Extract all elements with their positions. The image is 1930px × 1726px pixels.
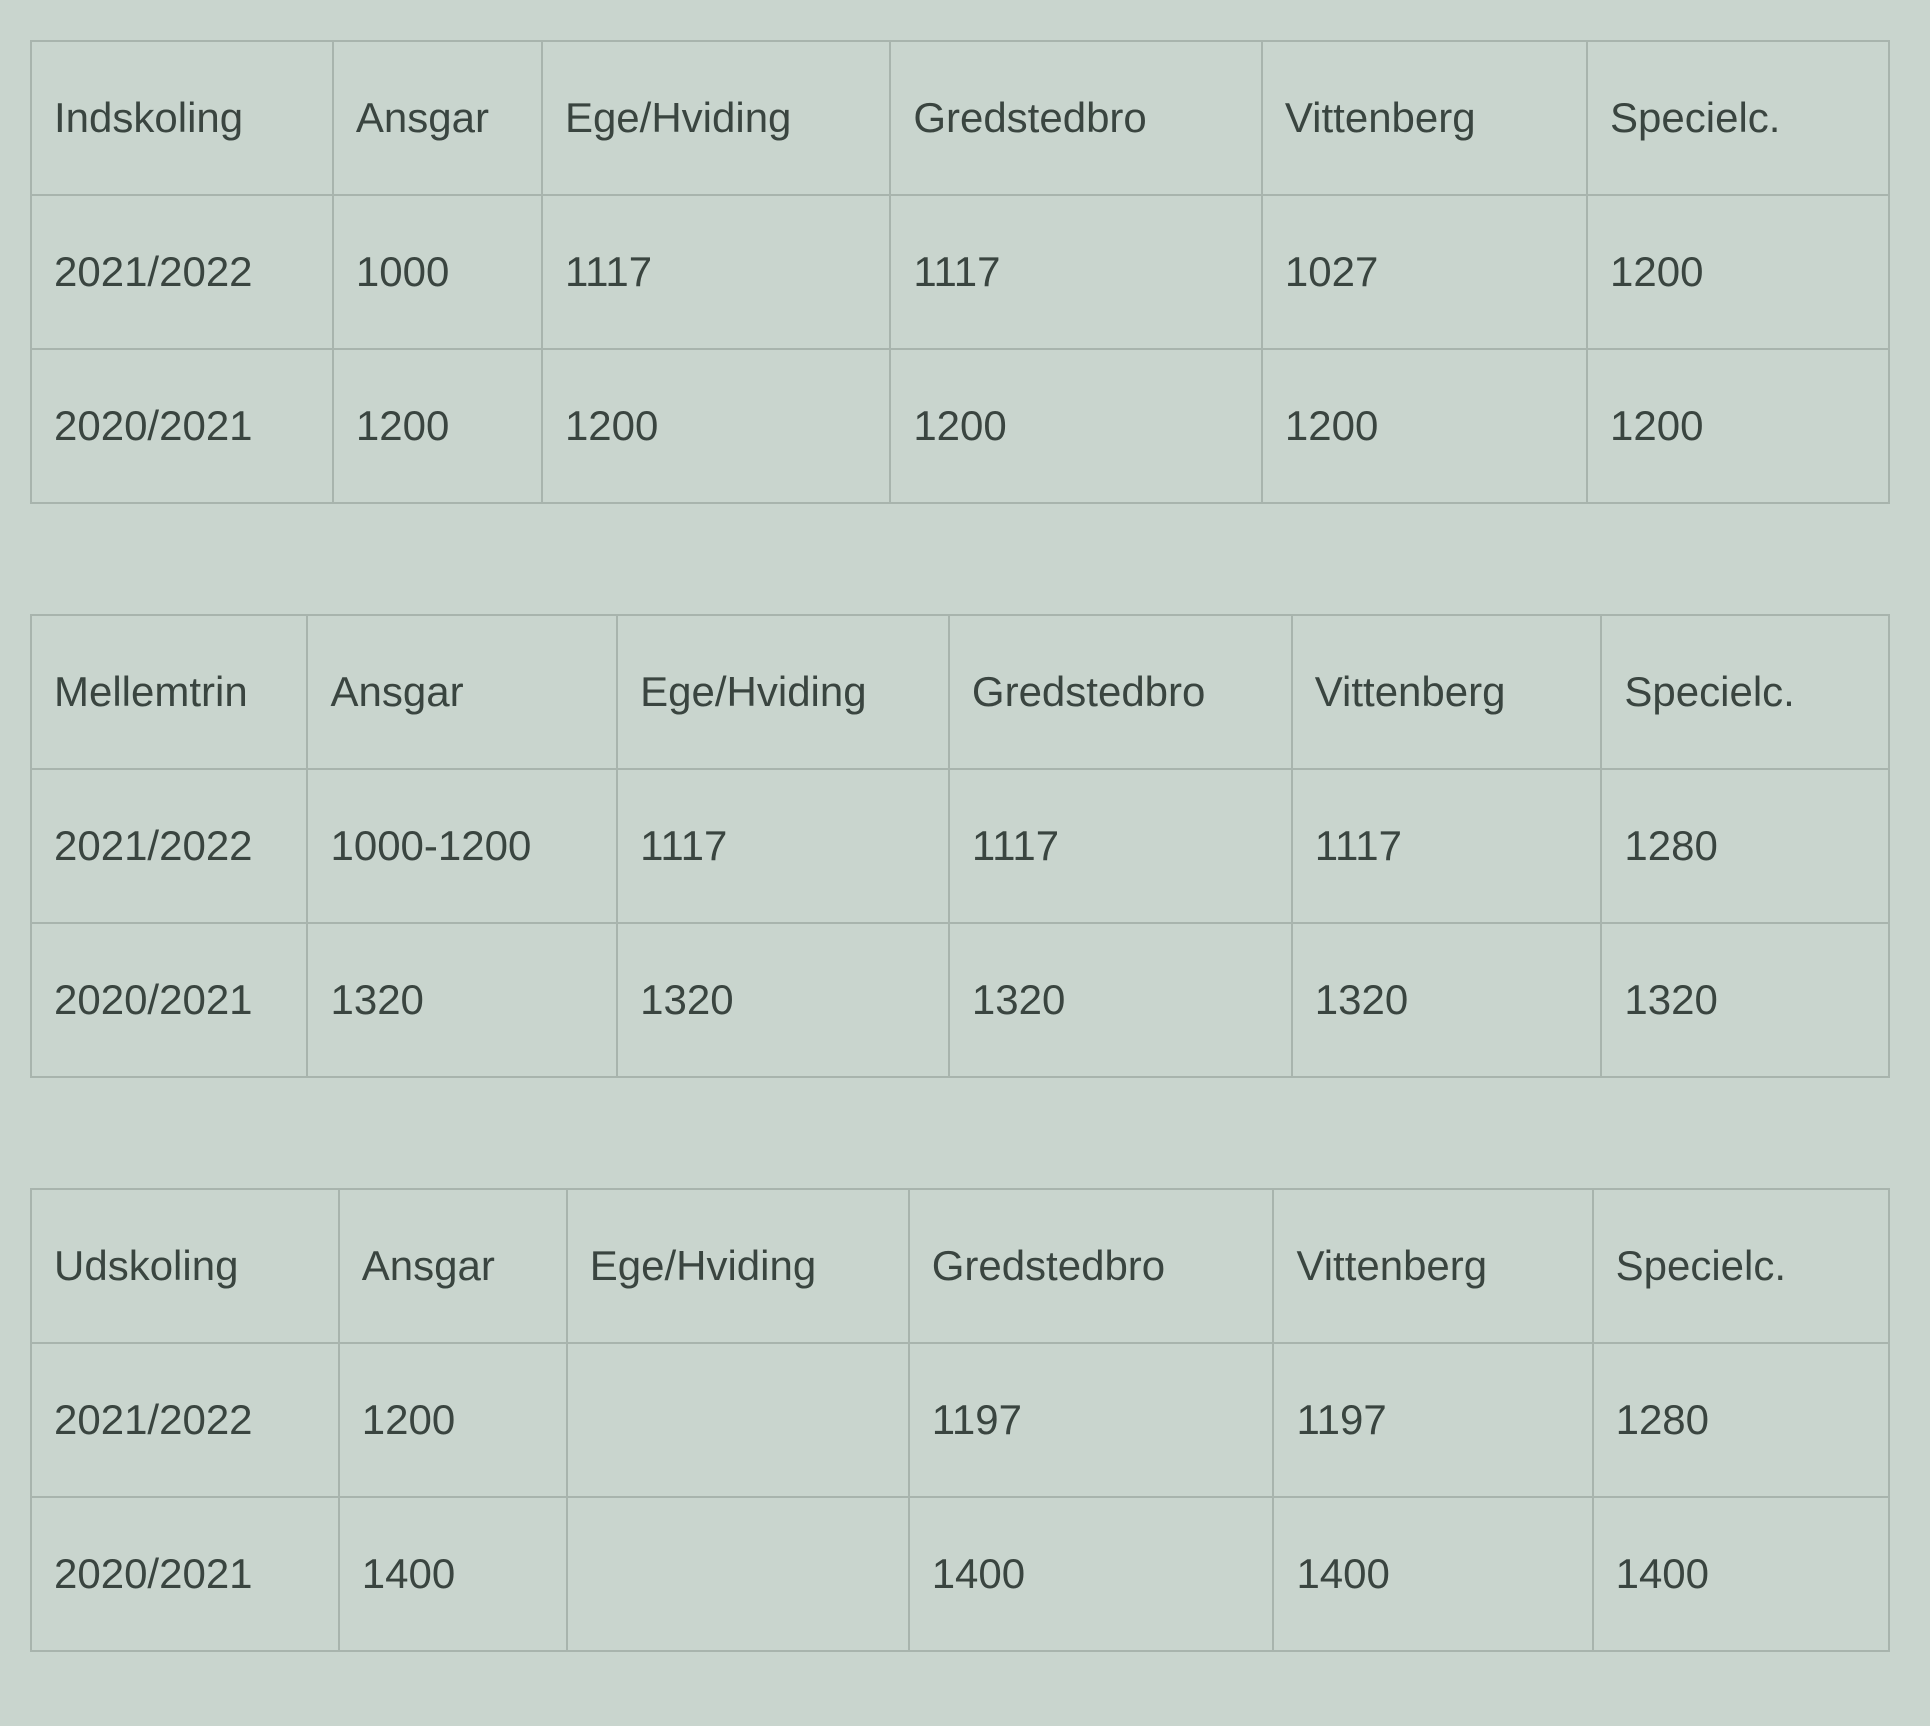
table-cell: 1320	[1292, 923, 1602, 1077]
table-cell: 1400	[1273, 1497, 1592, 1651]
table-cell: 2020/2021	[31, 349, 333, 503]
table-cell: 1027	[1262, 195, 1587, 349]
table-cell: 1200	[333, 349, 542, 503]
column-header: Gredstedbro	[949, 615, 1292, 769]
column-header: Ansgar	[307, 615, 617, 769]
table-cell: 1280	[1593, 1343, 1889, 1497]
table-row: 2021/20221000-12001117111711171280	[31, 769, 1889, 923]
table-cell: 2020/2021	[31, 923, 307, 1077]
table-cell: 1200	[1587, 195, 1889, 349]
table-row: 2021/202210001117111710271200	[31, 195, 1889, 349]
column-header: Specielc.	[1601, 615, 1889, 769]
table-cell: 1200	[1262, 349, 1587, 503]
table-cell: 1200	[1587, 349, 1889, 503]
column-header: Udskoling	[31, 1189, 339, 1343]
table-cell: 1200	[890, 349, 1262, 503]
table-cell: 1400	[339, 1497, 567, 1651]
table-cell	[567, 1343, 909, 1497]
table-cell: 1117	[1292, 769, 1602, 923]
column-header: Vittenberg	[1273, 1189, 1592, 1343]
column-header: Vittenberg	[1262, 41, 1587, 195]
column-header: Ege/Hviding	[617, 615, 949, 769]
table-cell: 2021/2022	[31, 1343, 339, 1497]
table-cell: 1117	[949, 769, 1292, 923]
table-cell: 1000-1200	[307, 769, 617, 923]
column-header: Specielc.	[1593, 1189, 1889, 1343]
column-header: Ege/Hviding	[567, 1189, 909, 1343]
column-header: Mellemtrin	[31, 615, 307, 769]
table-cell: 1400	[1593, 1497, 1889, 1651]
indskoling-table: IndskolingAnsgarEge/HvidingGredstedbroVi…	[30, 40, 1890, 504]
table-cell: 1197	[909, 1343, 1274, 1497]
table-cell: 1117	[890, 195, 1262, 349]
mellemtrin-table: MellemtrinAnsgarEge/HvidingGredstedbroVi…	[30, 614, 1890, 1078]
table-cell: 1117	[542, 195, 890, 349]
table-row: 2021/20221200119711971280	[31, 1343, 1889, 1497]
table-header-row: IndskolingAnsgarEge/HvidingGredstedbroVi…	[31, 41, 1889, 195]
column-header: Ansgar	[339, 1189, 567, 1343]
column-header: Ege/Hviding	[542, 41, 890, 195]
table-header-row: UdskolingAnsgarEge/HvidingGredstedbroVit…	[31, 1189, 1889, 1343]
table-cell: 1197	[1273, 1343, 1592, 1497]
table-row: 2020/20211400140014001400	[31, 1497, 1889, 1651]
table-cell: 1320	[617, 923, 949, 1077]
table-cell: 1200	[542, 349, 890, 503]
table-cell: 1400	[909, 1497, 1274, 1651]
table-cell: 1320	[1601, 923, 1889, 1077]
table-cell	[567, 1497, 909, 1651]
table-cell: 1320	[307, 923, 617, 1077]
table-cell: 1320	[949, 923, 1292, 1077]
tables-container: IndskolingAnsgarEge/HvidingGredstedbroVi…	[30, 40, 1900, 1652]
table-header-row: MellemtrinAnsgarEge/HvidingGredstedbroVi…	[31, 615, 1889, 769]
column-header: Ansgar	[333, 41, 542, 195]
table-cell: 1280	[1601, 769, 1889, 923]
column-header: Specielc.	[1587, 41, 1889, 195]
table-cell: 2021/2022	[31, 195, 333, 349]
table-cell: 2021/2022	[31, 769, 307, 923]
column-header: Vittenberg	[1292, 615, 1602, 769]
column-header: Gredstedbro	[909, 1189, 1274, 1343]
table-cell: 1200	[339, 1343, 567, 1497]
udskoling-table: UdskolingAnsgarEge/HvidingGredstedbroVit…	[30, 1188, 1890, 1652]
table-cell: 1117	[617, 769, 949, 923]
column-header: Gredstedbro	[890, 41, 1262, 195]
table-row: 2020/202113201320132013201320	[31, 923, 1889, 1077]
table-cell: 1000	[333, 195, 542, 349]
column-header: Indskoling	[31, 41, 333, 195]
table-row: 2020/202112001200120012001200	[31, 349, 1889, 503]
table-cell: 2020/2021	[31, 1497, 339, 1651]
